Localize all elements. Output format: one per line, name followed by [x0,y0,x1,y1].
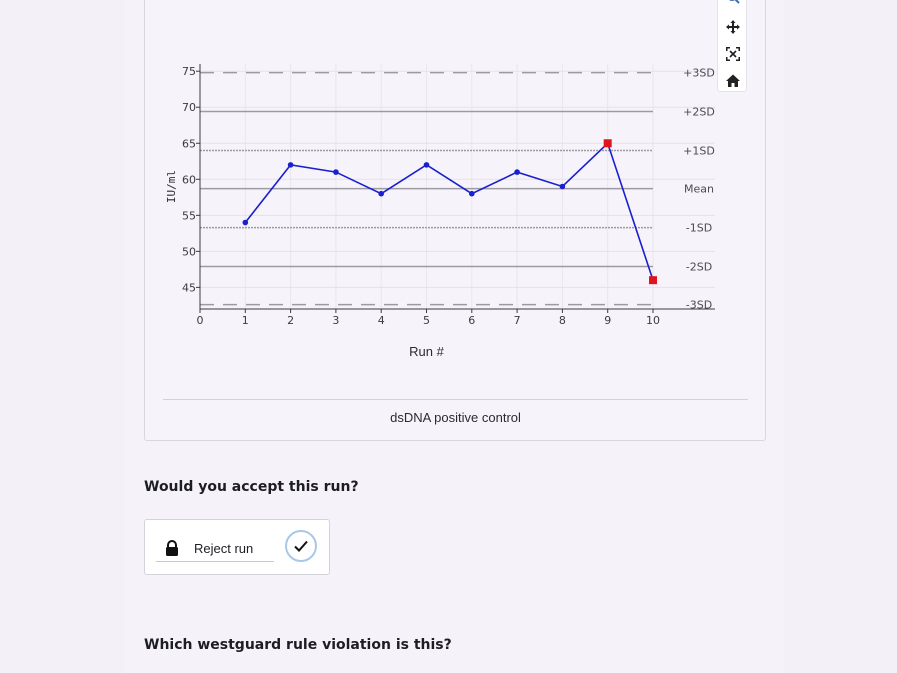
reject-run-label: Reject run [194,541,254,556]
x-tick-label: 7 [514,314,521,327]
question-accept-run: Would you accept this run? [144,479,359,495]
x-tick-label: 4 [378,314,385,327]
y-tick-label: 45 [182,281,196,294]
reference-label: +2SD [683,106,715,119]
question-westgard-rule: Which westguard rule violation is this? [144,637,452,653]
reset-home-icon[interactable] [723,71,743,91]
lock-icon [164,540,180,557]
x-tick-label: 9 [604,314,611,327]
data-point [559,183,566,190]
reference-label: -2SD [686,260,712,273]
x-tick-label: 2 [287,314,294,327]
violation-point [649,276,657,285]
series-line [244,141,654,281]
caption-divider [163,399,748,400]
data-point [378,190,384,197]
y-tick-label: 70 [182,101,196,114]
x-tick-label: 5 [423,314,430,327]
data-point [242,219,249,226]
y-axis-title: IU/ml [165,170,178,203]
y-tick-label: 50 [182,245,196,258]
x-tick-label: 3 [332,314,339,327]
autoscale-icon[interactable] [723,44,743,64]
reference-label: -1SD [686,222,712,235]
chart-caption: dsDNA positive control [390,410,521,425]
x-tick-label: 6 [468,314,475,327]
data-point [469,190,475,197]
y-tick-label: 75 [182,65,196,78]
x-axis-title: Run # [409,344,444,359]
x-tick-label: 1 [242,314,249,327]
reject-run-button[interactable]: Reject run [156,536,274,562]
chart-modebar [717,0,747,92]
violation-point [603,139,612,148]
x-tick-label: 0 [197,314,204,327]
y-tick-label: 55 [182,209,196,222]
reject-run-checkbox[interactable] [285,530,317,562]
reference-label: +3SD [683,67,715,80]
y-tick-label: 65 [182,137,196,150]
data-point [514,169,520,175]
x-tick-label: 10 [646,314,660,327]
data-point [287,162,294,168]
reject-run-option: Reject run [144,519,330,575]
zoom-icon[interactable] [723,0,743,7]
y-tick-label: 60 [182,173,196,186]
pan-icon[interactable] [723,17,743,37]
x-tick-label: 8 [559,314,566,327]
data-point [333,169,339,175]
reference-label: -3SD [686,299,712,312]
check-icon [294,540,308,552]
reference-label: +1SD [683,144,715,157]
data-point [423,162,430,168]
reference-label: Mean [684,183,714,196]
